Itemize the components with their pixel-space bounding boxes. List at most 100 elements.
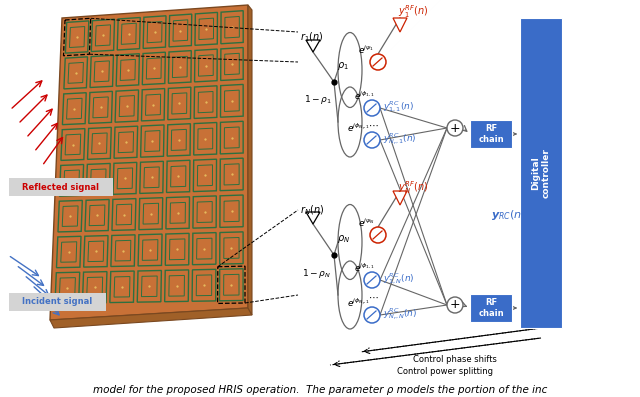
Polygon shape xyxy=(166,160,190,193)
Circle shape xyxy=(447,120,463,136)
Polygon shape xyxy=(173,20,188,41)
Polygon shape xyxy=(224,164,239,185)
Polygon shape xyxy=(83,272,107,303)
Polygon shape xyxy=(117,168,132,189)
FancyBboxPatch shape xyxy=(520,18,562,328)
Polygon shape xyxy=(143,16,166,48)
Polygon shape xyxy=(116,54,140,86)
Polygon shape xyxy=(95,25,111,46)
Text: Digital
controller: Digital controller xyxy=(531,148,550,198)
Polygon shape xyxy=(193,196,216,228)
Circle shape xyxy=(370,54,386,70)
Text: Reflected signal: Reflected signal xyxy=(22,183,99,191)
Text: +: + xyxy=(450,121,460,135)
Polygon shape xyxy=(63,93,86,125)
Polygon shape xyxy=(141,125,164,157)
Polygon shape xyxy=(94,61,109,82)
Polygon shape xyxy=(223,274,239,295)
Polygon shape xyxy=(306,40,320,52)
Polygon shape xyxy=(248,5,252,315)
Polygon shape xyxy=(115,90,138,122)
Polygon shape xyxy=(145,94,161,115)
Polygon shape xyxy=(164,270,189,302)
Polygon shape xyxy=(169,14,192,47)
Polygon shape xyxy=(89,205,105,225)
Polygon shape xyxy=(393,18,407,32)
Polygon shape xyxy=(196,275,212,296)
Text: $\rho_1$: $\rho_1$ xyxy=(337,60,349,72)
Polygon shape xyxy=(147,58,161,79)
Text: $e^{j\psi_N}$: $e^{j\psi_N}$ xyxy=(358,217,375,229)
Polygon shape xyxy=(88,127,111,159)
Text: model for the proposed HRIS operation.  The parameter ρ models the portion of th: model for the proposed HRIS operation. T… xyxy=(93,385,547,395)
FancyBboxPatch shape xyxy=(470,294,512,322)
Polygon shape xyxy=(221,85,243,117)
Polygon shape xyxy=(225,16,239,38)
Circle shape xyxy=(364,100,380,116)
Polygon shape xyxy=(195,12,218,45)
Polygon shape xyxy=(194,86,217,118)
Text: RF
chain: RF chain xyxy=(478,298,504,318)
Polygon shape xyxy=(120,60,135,81)
Text: $e^{j\phi_{1,1}}$: $e^{j\phi_{1,1}}$ xyxy=(354,90,375,102)
Text: $r_1(n)$: $r_1(n)$ xyxy=(300,30,324,44)
Polygon shape xyxy=(170,202,186,223)
Polygon shape xyxy=(172,56,188,77)
Polygon shape xyxy=(199,18,214,40)
Polygon shape xyxy=(221,48,243,81)
Polygon shape xyxy=(198,55,213,76)
Polygon shape xyxy=(139,198,163,229)
Polygon shape xyxy=(220,121,243,154)
Circle shape xyxy=(447,297,463,313)
Text: Control power splitting: Control power splitting xyxy=(397,368,493,376)
Text: $\boldsymbol{y}_{RC}(n)$: $\boldsymbol{y}_{RC}(n)$ xyxy=(492,208,527,222)
Circle shape xyxy=(364,272,380,288)
Polygon shape xyxy=(198,128,212,149)
Text: +: + xyxy=(450,299,460,312)
Polygon shape xyxy=(220,269,243,301)
Polygon shape xyxy=(61,242,77,262)
Text: $1-\rho_1$: $1-\rho_1$ xyxy=(304,94,332,106)
Polygon shape xyxy=(193,233,216,265)
Polygon shape xyxy=(118,132,134,153)
Polygon shape xyxy=(90,55,113,87)
Polygon shape xyxy=(61,129,85,160)
Polygon shape xyxy=(63,170,79,191)
Polygon shape xyxy=(221,11,243,44)
Polygon shape xyxy=(137,270,161,302)
Polygon shape xyxy=(60,164,84,196)
Text: RF
chain: RF chain xyxy=(478,124,504,144)
Polygon shape xyxy=(92,133,107,154)
Text: $y_{N_r,1}^{RC}(n)$: $y_{N_r,1}^{RC}(n)$ xyxy=(383,131,417,147)
Polygon shape xyxy=(114,126,138,158)
Polygon shape xyxy=(172,93,187,114)
Polygon shape xyxy=(224,127,239,148)
Polygon shape xyxy=(172,129,186,150)
Circle shape xyxy=(370,227,386,243)
Polygon shape xyxy=(168,51,191,83)
Text: $y_N^{RF}(n)$: $y_N^{RF}(n)$ xyxy=(398,179,428,197)
Polygon shape xyxy=(67,98,82,119)
Polygon shape xyxy=(166,197,189,229)
Polygon shape xyxy=(170,239,185,260)
Text: $1-\rho_N$: $1-\rho_N$ xyxy=(302,266,331,279)
Polygon shape xyxy=(168,87,191,119)
Polygon shape xyxy=(68,62,83,83)
Text: $r_N(n)$: $r_N(n)$ xyxy=(300,203,324,217)
Polygon shape xyxy=(65,21,89,53)
Polygon shape xyxy=(119,96,134,117)
Polygon shape xyxy=(224,237,239,258)
Polygon shape xyxy=(115,240,131,261)
Text: $e^{j\psi_1}$: $e^{j\psi_1}$ xyxy=(358,44,374,56)
Polygon shape xyxy=(198,91,213,113)
Polygon shape xyxy=(225,53,239,75)
Polygon shape xyxy=(58,200,83,232)
Polygon shape xyxy=(197,165,212,186)
Polygon shape xyxy=(142,52,165,85)
Text: $y_{1,N}^{RC}(n)$: $y_{1,N}^{RC}(n)$ xyxy=(383,272,415,286)
Polygon shape xyxy=(60,278,76,298)
Polygon shape xyxy=(88,241,104,262)
Polygon shape xyxy=(145,131,160,152)
Polygon shape xyxy=(165,233,189,265)
Polygon shape xyxy=(93,97,108,118)
